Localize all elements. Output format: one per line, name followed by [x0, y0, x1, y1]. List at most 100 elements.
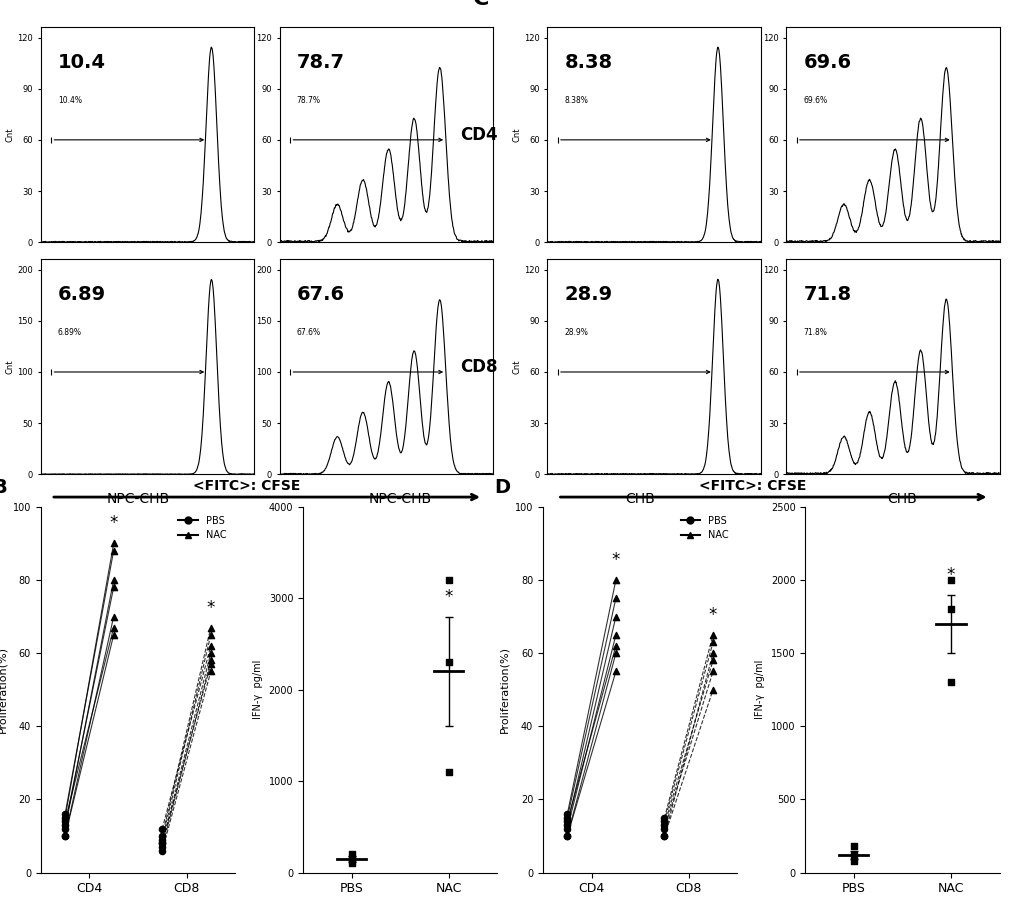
Y-axis label: Proliferation(%): Proliferation(%)	[0, 646, 7, 734]
Point	[845, 839, 861, 854]
Point	[154, 836, 170, 851]
Text: 69.6: 69.6	[803, 53, 851, 72]
Text: *: *	[611, 551, 620, 569]
Text: B: B	[0, 477, 7, 496]
Point	[57, 829, 73, 844]
Point	[105, 544, 121, 558]
Point	[655, 822, 672, 836]
Point	[154, 829, 170, 844]
Text: 67.6%: 67.6%	[297, 328, 321, 337]
Point	[57, 807, 73, 822]
Text: 78.7: 78.7	[297, 53, 344, 72]
Text: 69.6%: 69.6%	[803, 96, 826, 105]
Y-axis label: Cnt: Cnt	[512, 127, 521, 142]
Point	[203, 620, 219, 634]
Text: PBS: PBS	[639, 0, 668, 2]
Point	[655, 811, 672, 825]
Point	[558, 811, 575, 825]
Text: 6.89: 6.89	[58, 285, 106, 305]
Text: *: *	[708, 606, 716, 624]
Text: 28.9%: 28.9%	[564, 328, 588, 337]
Point	[105, 620, 121, 634]
Legend: PBS, NAC: PBS, NAC	[174, 512, 230, 544]
Point	[105, 609, 121, 624]
Point	[440, 573, 457, 587]
Point	[607, 573, 624, 587]
Text: 10.4%: 10.4%	[58, 96, 82, 105]
Point	[57, 818, 73, 833]
Point	[655, 818, 672, 833]
Text: C: C	[472, 0, 488, 8]
Point	[655, 814, 672, 829]
Point	[203, 664, 219, 679]
Point	[704, 646, 720, 661]
Point	[203, 657, 219, 672]
Point	[203, 654, 219, 668]
Point	[558, 829, 575, 844]
Point	[704, 627, 720, 642]
Point	[105, 573, 121, 587]
Point	[558, 818, 575, 833]
Point	[942, 573, 958, 587]
Y-axis label: IFN-γ  pg/ml: IFN-γ pg/ml	[253, 660, 263, 719]
Text: 8.38: 8.38	[564, 53, 612, 72]
Point	[343, 847, 360, 862]
Legend: PBS, NAC: PBS, NAC	[677, 512, 732, 544]
Text: *: *	[946, 566, 954, 584]
Point	[440, 764, 457, 779]
Point	[607, 646, 624, 661]
Title: NPC-CHB: NPC-CHB	[106, 492, 169, 505]
Text: CD4: CD4	[460, 125, 497, 144]
Y-axis label: Proliferation(%): Proliferation(%)	[499, 646, 508, 734]
Point	[105, 627, 121, 642]
Y-axis label: Cnt: Cnt	[6, 127, 14, 142]
Point	[655, 829, 672, 844]
Point	[558, 822, 575, 836]
Point	[343, 852, 360, 866]
Point	[440, 655, 457, 670]
Point	[845, 854, 861, 868]
Point	[942, 602, 958, 616]
Y-axis label: Cnt: Cnt	[512, 360, 521, 375]
Point	[607, 609, 624, 624]
Point	[558, 829, 575, 844]
Text: CD8: CD8	[460, 358, 497, 376]
Point	[154, 836, 170, 851]
Point	[105, 536, 121, 551]
Point	[704, 654, 720, 668]
Point	[655, 829, 672, 844]
Point	[154, 822, 170, 836]
Y-axis label: IFN-γ  pg/ml: IFN-γ pg/ml	[754, 660, 764, 719]
Text: 28.9: 28.9	[564, 285, 612, 305]
Point	[57, 829, 73, 844]
Text: 67.6: 67.6	[297, 285, 344, 305]
Title: CHB: CHB	[625, 492, 654, 505]
Point	[704, 683, 720, 697]
Point	[942, 675, 958, 690]
Y-axis label: Cnt: Cnt	[6, 360, 14, 375]
Text: 8.38%: 8.38%	[564, 96, 588, 105]
Text: NAC: NAC	[876, 0, 908, 2]
Text: 10.4: 10.4	[58, 53, 106, 72]
Text: NAC: NAC	[370, 0, 403, 2]
Point	[704, 634, 720, 649]
Point	[558, 814, 575, 829]
Point	[607, 664, 624, 679]
Text: 78.7%: 78.7%	[297, 96, 321, 105]
Point	[203, 627, 219, 642]
Point	[154, 840, 170, 854]
Text: <FITC>: CFSE: <FITC>: CFSE	[699, 478, 806, 493]
Title: CHB: CHB	[887, 492, 916, 505]
Point	[203, 646, 219, 661]
Point	[203, 639, 219, 654]
Point	[57, 811, 73, 825]
Title: NPC-CHB: NPC-CHB	[368, 492, 431, 505]
Point	[105, 580, 121, 594]
Point	[57, 822, 73, 836]
Point	[607, 639, 624, 654]
Text: 71.8: 71.8	[803, 285, 851, 305]
Point	[154, 844, 170, 858]
Text: *: *	[109, 514, 118, 533]
Point	[845, 848, 861, 863]
Point	[607, 627, 624, 642]
